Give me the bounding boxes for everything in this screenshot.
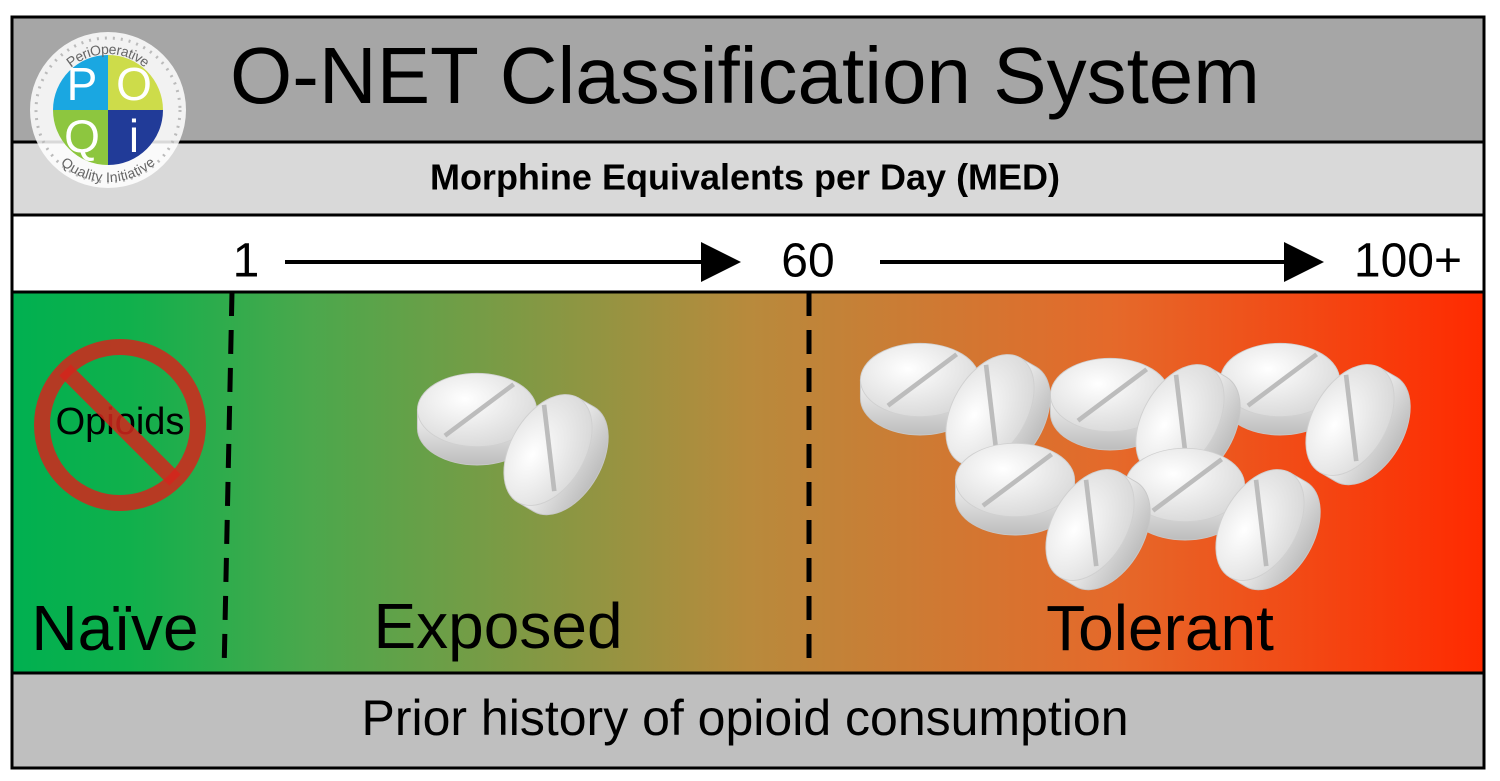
footer-text: Prior history of opioid consumption bbox=[361, 690, 1128, 746]
no-opioids-sign: Opioids bbox=[34, 339, 206, 511]
logo-letter: P bbox=[67, 58, 98, 110]
title: O-NET Classification System bbox=[230, 31, 1260, 120]
category-label: Naïve bbox=[31, 592, 198, 664]
footer-band bbox=[12, 673, 1484, 768]
logo-letter: Q bbox=[64, 110, 100, 162]
scale-band bbox=[12, 215, 1484, 292]
category-label: Tolerant bbox=[1046, 592, 1274, 664]
subtitle-band bbox=[12, 142, 1484, 215]
logo: P O Q i PeriOperative Quality Initiative bbox=[30, 32, 186, 188]
logo-letter: O bbox=[116, 58, 152, 110]
title-band bbox=[12, 17, 1484, 142]
divider bbox=[221, 291, 235, 674]
subtitle: Morphine Equivalents per Day (MED) bbox=[430, 157, 1060, 198]
scale-mark: 100+ bbox=[1354, 235, 1462, 288]
scale-mark: 1 bbox=[233, 235, 260, 288]
scale-mark: 60 bbox=[781, 235, 834, 288]
band-borders bbox=[10, 15, 1486, 770]
category-label: Exposed bbox=[373, 590, 622, 662]
logo-letter: i bbox=[129, 110, 139, 162]
